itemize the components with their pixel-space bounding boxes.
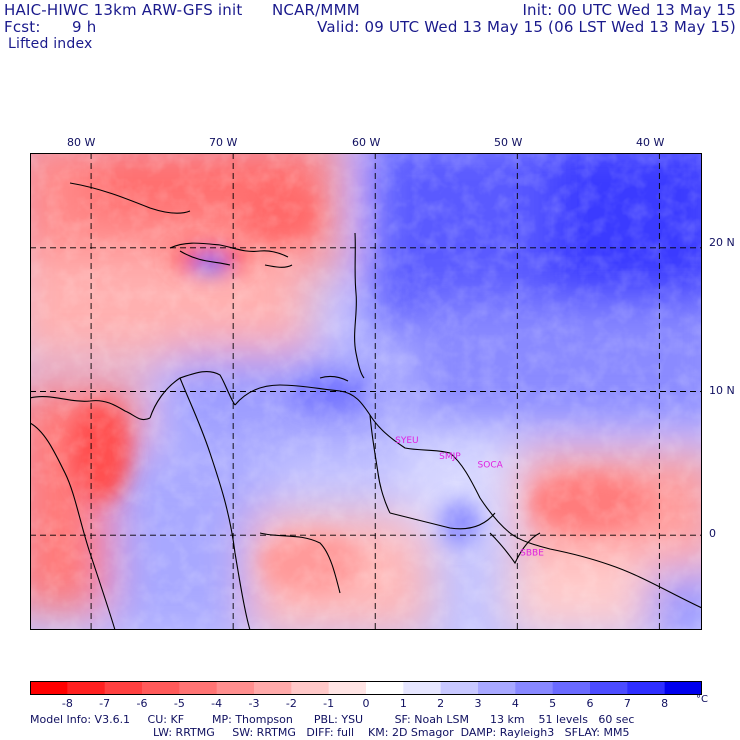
colorbar-tick-label: -4 <box>211 697 223 710</box>
lat-lon-grid <box>30 153 702 630</box>
colorbar-swatch <box>552 681 591 695</box>
field-name: Lifted index <box>8 36 93 52</box>
colorbar-tick-label: 0 <box>362 697 370 710</box>
colorbar-tick-label: 8 <box>661 697 669 710</box>
colorbar-swatch <box>590 681 628 695</box>
colorbar-frame <box>30 681 702 695</box>
colorbar-swatch <box>104 681 143 695</box>
colorbar-tick-label: -6 <box>136 697 148 710</box>
valid-time: Valid: 09 UTC Wed 13 May 15 (06 LST Wed … <box>317 18 736 36</box>
colorbar-swatch <box>515 681 554 695</box>
lifted-index-map: SYEU SMJP SOCA SBBE <box>30 153 702 630</box>
colorbar-tick-label: -8 <box>61 697 73 710</box>
forecast-label: Fcst: <box>4 18 41 36</box>
colorbar-tick-label: 4 <box>511 697 519 710</box>
colorbar-swatch <box>179 681 218 695</box>
colorbar-swatch <box>627 681 666 695</box>
colorbar-swatch <box>142 681 180 695</box>
map-frame <box>30 153 702 630</box>
colorbar-unit: °C <box>696 694 708 705</box>
lon-label-70w: 70 W <box>209 136 238 149</box>
coastlines <box>30 182 702 630</box>
station-label: SYEU <box>395 436 418 446</box>
colorbar-tick-label: 5 <box>549 697 557 710</box>
colorbar <box>30 681 702 695</box>
lon-label-60w: 60 W <box>352 136 381 149</box>
init-time: Init: 00 UTC Wed 13 May 15 <box>522 1 736 19</box>
colorbar-tick-label: -7 <box>99 697 111 710</box>
colorbar-tick-label: 6 <box>586 697 594 710</box>
colorbar-tick-label: 7 <box>623 697 631 710</box>
colorbar-tick-label: -1 <box>323 697 335 710</box>
lon-label-80w: 80 W <box>67 136 96 149</box>
station-label: SOCA <box>478 461 504 471</box>
colorbar-swatch <box>366 681 404 695</box>
model-info-line1: Model Info: V3.6.1 CU: KF MP: Thompson P… <box>30 713 635 726</box>
station-label: SBBE <box>520 548 544 558</box>
colorbar-tick-label: -3 <box>248 697 260 710</box>
lat-label-20n: 20 N <box>709 236 735 249</box>
lat-label-0: 0 <box>709 527 716 540</box>
station-labels: SYEU SMJP SOCA SBBE <box>395 436 544 558</box>
colorbar-swatch <box>328 681 367 695</box>
field-shading <box>30 153 702 630</box>
colorbar-tick-label: -2 <box>285 697 297 710</box>
colorbar-swatch <box>30 681 68 695</box>
org-label: NCAR/MMM <box>272 1 360 19</box>
colorbar-swatch <box>664 681 702 695</box>
colorbar-swatch <box>291 681 330 695</box>
colorbar-swatch <box>403 681 442 695</box>
colorbar-tick-label: 2 <box>437 697 445 710</box>
colorbar-tick-label: -5 <box>173 697 185 710</box>
colorbar-swatch <box>67 681 106 695</box>
colorbar-swatch <box>216 681 255 695</box>
lon-label-50w: 50 W <box>494 136 523 149</box>
lat-label-10n: 10 N <box>709 384 735 397</box>
model-title: HAIC-HIWC 13km ARW-GFS init <box>4 1 243 19</box>
colorbar-swatch <box>478 681 516 695</box>
model-info-line2: LW: RRTMG SW: RRTMG DIFF: full KM: 2D Sm… <box>153 726 630 739</box>
colorbar-tick-label: 1 <box>399 697 407 710</box>
colorbar-swatch <box>440 681 479 695</box>
forecast-hour: 9 h <box>72 18 97 36</box>
colorbar-swatch <box>254 681 292 695</box>
lon-label-40w: 40 W <box>636 136 665 149</box>
colorbar-tick-label: 3 <box>474 697 482 710</box>
station-label: SMJP <box>439 452 461 462</box>
